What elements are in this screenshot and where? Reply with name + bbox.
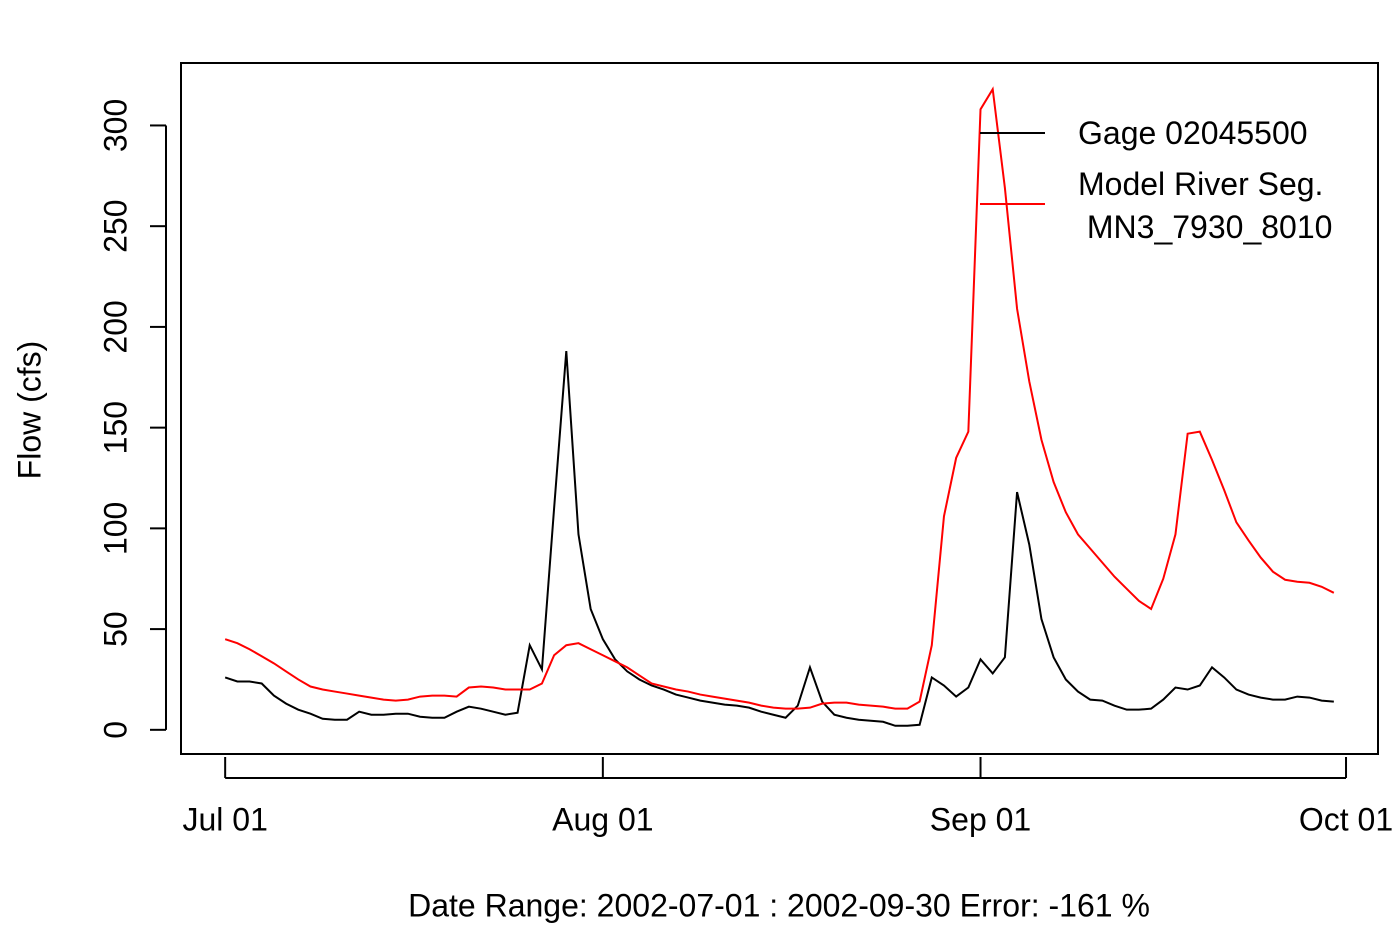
- x-tick-label: Sep 01: [930, 801, 1031, 837]
- series-line: [224, 351, 1334, 727]
- y-axis-label: Flow (cfs): [11, 341, 47, 480]
- y-tick-label: 0: [97, 721, 133, 739]
- x-tick-label: Jul 01: [182, 801, 267, 837]
- y-tick-label: 250: [97, 199, 133, 252]
- y-tick-label: 100: [97, 502, 133, 555]
- y-tick-label: 150: [97, 401, 133, 454]
- series-line: [224, 86, 1335, 710]
- legend-label: Model River Seg. MN3_7930_8010: [1078, 166, 1333, 245]
- y-tick-label: 200: [97, 300, 133, 353]
- legend-label: Gage 02045500: [1078, 115, 1308, 151]
- x-axis-label: Date Range: 2002-07-01 : 2002-09-30 Erro…: [408, 887, 1150, 923]
- x-tick-label: Oct 01: [1299, 801, 1393, 837]
- x-tick-label: Aug 01: [552, 801, 653, 837]
- y-tick-label: 300: [97, 99, 133, 152]
- y-tick-label: 50: [97, 611, 133, 647]
- plot-box: [180, 62, 1379, 755]
